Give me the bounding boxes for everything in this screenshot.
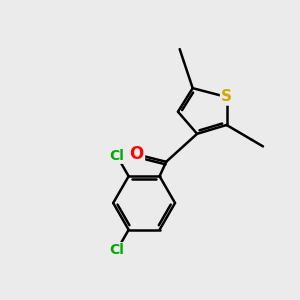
Text: Cl: Cl [110, 243, 124, 257]
Text: S: S [221, 89, 232, 104]
Text: Cl: Cl [110, 149, 124, 163]
Text: O: O [130, 146, 144, 164]
